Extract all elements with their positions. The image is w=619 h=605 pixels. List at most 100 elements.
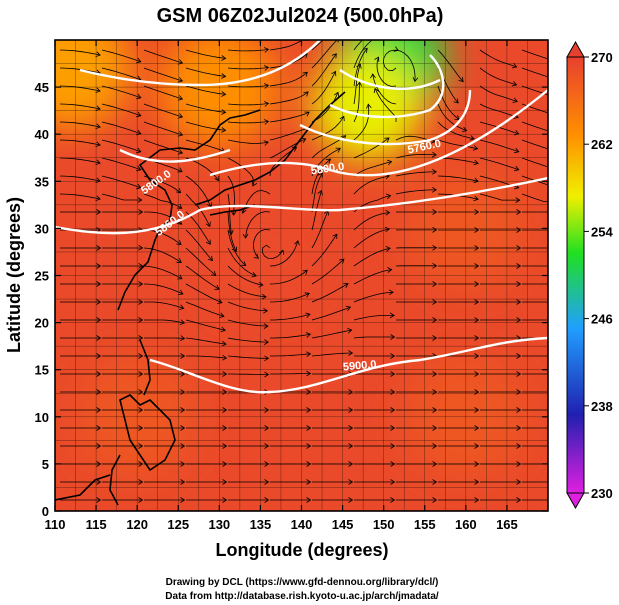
- streamline-arrow: [385, 193, 392, 200]
- streamline-arrow: [516, 209, 522, 215]
- streamline-arrow: [474, 263, 480, 269]
- streamline-arrow: [337, 40, 339, 43]
- streamline-arrow: [261, 293, 267, 300]
- streamline-arrow: [474, 407, 480, 413]
- streamline-arrow: [516, 317, 522, 323]
- streamline-arrow: [559, 246, 563, 251]
- x-tick-label: 155: [414, 517, 436, 532]
- streamline: [311, 116, 345, 141]
- streamline-arrow: [222, 479, 228, 485]
- streamline-arrow: [556, 113, 561, 118]
- streamline-arrow: [339, 115, 345, 122]
- streamline-arrow: [264, 443, 270, 449]
- streamline: [437, 85, 460, 120]
- streamline-arrow: [180, 407, 186, 413]
- height-contours: [55, 40, 548, 394]
- streamline-arrow: [177, 113, 184, 119]
- streamline: [101, 193, 142, 201]
- streamline: [144, 319, 185, 324]
- streamline-arrow: [559, 336, 563, 341]
- streamline-arrow: [431, 151, 437, 158]
- streamline: [227, 283, 267, 298]
- streamline-arrow: [474, 371, 480, 377]
- streamline-arrow: [138, 461, 144, 467]
- streamline-arrow: [96, 317, 102, 323]
- streamline-arrow: [432, 425, 438, 431]
- streamline-arrow: [263, 140, 269, 146]
- streamline: [227, 85, 269, 88]
- streamline: [353, 247, 391, 267]
- streamline-arrow: [317, 189, 323, 196]
- streamline-arrow: [473, 177, 479, 184]
- streamline: [437, 139, 478, 150]
- streamline: [185, 247, 217, 276]
- streamline-arrow: [458, 77, 464, 83]
- colorbar-tick-label: 246: [591, 312, 613, 327]
- streamline-arrow: [251, 272, 257, 278]
- streamline: [227, 121, 269, 124]
- streamline: [227, 265, 263, 286]
- streamline-arrow: [180, 425, 186, 431]
- streamline-arrow: [516, 281, 522, 287]
- streamline-arrow: [221, 73, 227, 79]
- streamline: [59, 157, 101, 164]
- streamline-arrow: [176, 258, 182, 264]
- streamline-arrow: [511, 62, 518, 69]
- streamline: [227, 337, 269, 343]
- streamline-arrow: [264, 407, 270, 413]
- streamline: [143, 103, 183, 118]
- streamline-arrow: [138, 479, 144, 485]
- streamline-arrow: [136, 183, 142, 190]
- streamline-arrow: [516, 299, 522, 305]
- streamline-arrow: [345, 305, 352, 312]
- streamline-arrow: [390, 461, 396, 467]
- streamline-arrow: [95, 87, 101, 93]
- streamline: [269, 269, 308, 285]
- streamline: [185, 67, 226, 77]
- streamline-arrow: [348, 461, 354, 467]
- streamline-arrow: [264, 371, 270, 378]
- streamline-arrow: [556, 131, 561, 136]
- streamline: [227, 301, 268, 312]
- streamline-arrow: [390, 479, 396, 485]
- streamline-arrow: [96, 263, 102, 269]
- streamline: [270, 333, 311, 339]
- streamline-arrow: [516, 389, 522, 395]
- streamline: [101, 49, 141, 63]
- streamline-arrow: [516, 371, 522, 377]
- streamline-arrow: [390, 334, 396, 340]
- streamline: [101, 175, 141, 189]
- streamline-arrow: [180, 353, 186, 359]
- colorbar-tick-label: 238: [591, 399, 613, 414]
- streamline-arrow: [304, 111, 310, 117]
- streamline-arrow: [348, 407, 354, 413]
- streamline-arrow: [221, 91, 227, 97]
- streamline-arrow: [222, 461, 228, 467]
- streamline-arrow: [559, 480, 563, 485]
- streamline-arrow: [559, 354, 563, 359]
- streamline-arrow: [325, 158, 332, 164]
- streamline: [227, 193, 232, 235]
- streamline-arrow: [385, 246, 391, 252]
- streamline-arrow: [291, 146, 298, 152]
- streamline: [269, 91, 309, 105]
- streamline: [227, 67, 269, 70]
- streamline-arrow: [222, 371, 228, 377]
- streamline-arrow: [390, 371, 396, 377]
- streamline: [101, 157, 141, 171]
- y-tick-label: 45: [35, 80, 49, 95]
- streamline: [261, 244, 284, 259]
- streamline-arrow: [388, 289, 394, 296]
- streamline-arrow: [96, 461, 102, 467]
- colorbar-top-arrow: [566, 40, 585, 58]
- streamline-arrow: [559, 408, 563, 413]
- streamline-arrow: [96, 497, 102, 503]
- streamline-arrow: [474, 443, 480, 449]
- streamline: [521, 139, 548, 150]
- streamline-arrow: [136, 129, 142, 136]
- x-tick-label: 130: [208, 517, 230, 532]
- x-tick-label: 115: [86, 517, 107, 532]
- streamline-arrow: [432, 299, 438, 305]
- streamline: [395, 189, 437, 195]
